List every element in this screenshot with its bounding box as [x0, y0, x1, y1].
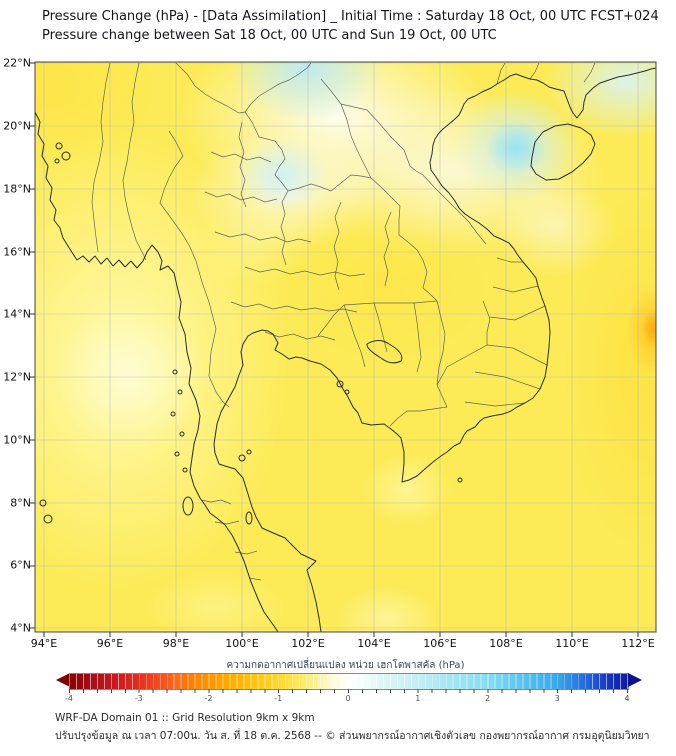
footer-domain-info: WRF-DA Domain 01 :: Grid Resolution 9km … — [55, 712, 315, 724]
lon-label-98e: 98°E — [162, 637, 190, 650]
colorbar-tick-2: 2 — [484, 694, 491, 703]
lat-label-10n: 10°N — [3, 433, 31, 447]
lon-label-108e: 108°E — [489, 637, 523, 650]
colorbar-tick-neg1: -1 — [274, 694, 283, 703]
axis-ticks — [30, 62, 639, 637]
colorbar: -4 -3 -2 -1 0 1 2 3 4 — [56, 673, 642, 703]
colorbar-title: ความกดอากาศเปลี่ยนแปลง หน่วย เฮกโตพาสคัล… — [226, 660, 465, 671]
figure-title-line1: Pressure Change (hPa) - [Data Assimilati… — [42, 9, 659, 24]
lat-label-12n: 12°N — [3, 370, 31, 384]
pressure-field — [35, 62, 656, 632]
coastlines — [35, 67, 656, 632]
colorbar-left-arrow — [56, 673, 70, 687]
colorbar-tick-neg4: -4 — [65, 694, 73, 703]
lat-label-20n: 20°N — [3, 119, 31, 133]
map-plot-area — [30, 61, 657, 637]
lat-label-6n: 6°N — [10, 558, 31, 572]
colorbar-gradient — [69, 673, 629, 690]
lon-label-94e: 94°E — [30, 637, 58, 650]
footer-update-info: ปรับปรุงข้อมูล ณ เวลา 07:00น. วัน ส. ที่… — [55, 730, 650, 742]
lon-label-110e: 110°E — [555, 637, 589, 650]
pressure-change-map — [30, 61, 657, 637]
plot-border — [34, 61, 657, 633]
lon-label-112e: 112°E — [621, 637, 655, 650]
lon-label-104e: 104°E — [357, 637, 391, 650]
colorbar-right-arrow — [628, 673, 642, 687]
lat-label-22n: 22°N — [3, 56, 31, 70]
lat-label-16n: 16°N — [3, 245, 31, 259]
colorbar-tick-3: 3 — [554, 694, 560, 703]
lon-label-96e: 96°E — [96, 637, 124, 650]
admin-boundaries — [91, 62, 596, 581]
colorbar-tick-neg3: -3 — [134, 694, 143, 703]
colorbar-tick-1: 1 — [415, 694, 421, 703]
lat-label-8n: 8°N — [10, 496, 31, 510]
figure-title-line2: Pressure change between Sat 18 Oct, 00 U… — [42, 27, 497, 43]
figure-titles: Pressure Change (hPa) - [Data Assimilati… — [42, 8, 659, 46]
lat-label-4n: 4°N — [10, 621, 31, 635]
lat-label-18n: 18°N — [3, 182, 31, 196]
lat-label-14n: 14°N — [3, 307, 31, 321]
lon-label-106e: 106°E — [423, 637, 457, 650]
lon-label-100e: 100°E — [225, 637, 259, 650]
colorbar-tick-neg2: -2 — [204, 694, 213, 703]
colorbar-tick-4: 4 — [624, 694, 630, 703]
lon-label-102e: 102°E — [291, 637, 325, 650]
colorbar-tick-0: 0 — [345, 694, 351, 703]
colorbar-minor-ticks — [69, 689, 628, 693]
